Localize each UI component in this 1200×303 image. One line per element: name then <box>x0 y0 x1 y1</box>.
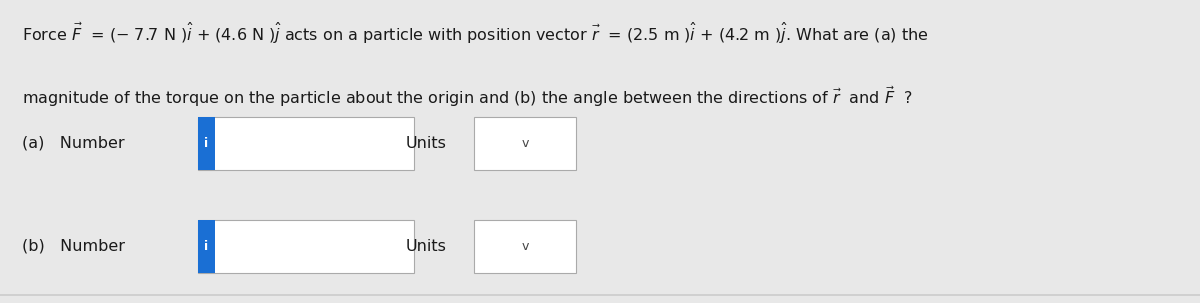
Bar <box>198 117 215 170</box>
Text: Units: Units <box>406 239 446 254</box>
Text: v: v <box>521 137 529 150</box>
Text: v: v <box>521 240 529 253</box>
Text: i: i <box>204 137 209 150</box>
Text: magnitude of the torque on the particle about the origin and (b) the angle betwe: magnitude of the torque on the particle … <box>22 85 912 109</box>
Bar <box>198 220 414 273</box>
Text: Units: Units <box>406 136 446 151</box>
Bar <box>474 220 576 273</box>
Bar <box>474 117 576 170</box>
Text: i: i <box>204 240 209 253</box>
Bar <box>198 220 215 273</box>
Bar <box>198 117 414 170</box>
Text: (b)   Number: (b) Number <box>22 239 125 254</box>
Text: (a)   Number: (a) Number <box>22 136 125 151</box>
Text: Force $\vec{F}$  = (− 7.7 N )$\hat{i}$ + (4.6 N )$\hat{j}$ acts on a particle wi: Force $\vec{F}$ = (− 7.7 N )$\hat{i}$ + … <box>22 21 929 46</box>
